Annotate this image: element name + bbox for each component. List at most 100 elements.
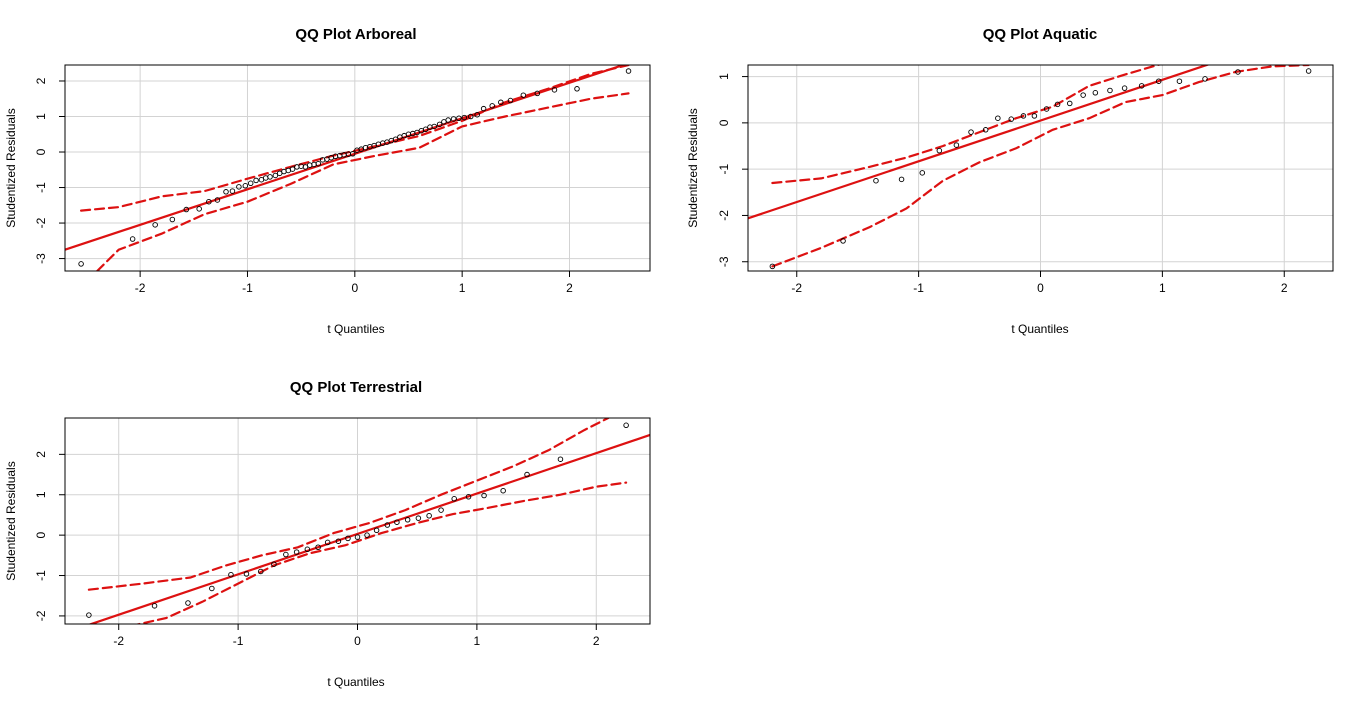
data-point xyxy=(415,515,422,521)
data-point xyxy=(151,603,158,609)
data-point xyxy=(461,114,468,121)
data-point xyxy=(1043,106,1050,112)
envelope-lower-line xyxy=(96,92,630,271)
data-point xyxy=(995,115,1001,121)
data-point xyxy=(1235,69,1241,75)
data-point xyxy=(500,487,506,494)
x-tick-label: 2 xyxy=(1281,281,1288,295)
envelope-upper-line xyxy=(87,418,610,591)
chart-title: QQ Plot Terrestrial xyxy=(290,379,422,396)
data-point xyxy=(345,535,351,542)
data-point xyxy=(311,161,317,168)
data-point xyxy=(354,534,361,540)
y-tick-label: -3 xyxy=(717,256,731,267)
x-tick-label: -1 xyxy=(242,281,253,295)
data-point xyxy=(426,512,432,519)
y-tick-label: 2 xyxy=(34,77,48,84)
data-point xyxy=(1020,113,1027,119)
x-tick-label: 0 xyxy=(351,281,358,295)
data-point xyxy=(373,527,380,534)
data-point xyxy=(445,117,451,123)
y-axis-label: Studentized Residuals xyxy=(4,461,18,580)
data-point xyxy=(769,263,776,270)
qq-panel-1: -2 -1 0 1 2 -3 -2 -1 0 1 2 QQ Plot Arboreal t Quanti… xyxy=(4,26,651,336)
data-point xyxy=(271,561,277,567)
data-point xyxy=(1080,92,1086,98)
plot-area xyxy=(86,418,650,624)
data-point xyxy=(228,571,234,578)
data-point xyxy=(936,147,943,154)
data-point xyxy=(898,176,905,183)
data-point xyxy=(467,113,474,120)
plot-frame xyxy=(64,64,651,272)
data-point xyxy=(267,174,273,180)
x-tick-label: 0 xyxy=(1037,281,1044,295)
reference-line xyxy=(748,65,1211,220)
data-point xyxy=(873,177,879,184)
data-point xyxy=(384,522,391,528)
data-point xyxy=(451,496,457,502)
data-point xyxy=(209,585,215,592)
x-tick-label: 1 xyxy=(459,281,466,295)
data-point xyxy=(364,532,370,538)
data-point xyxy=(1054,101,1061,108)
data-point xyxy=(1305,68,1312,74)
data-point xyxy=(480,105,487,112)
data-point xyxy=(551,87,558,93)
data-point xyxy=(394,519,400,525)
y-tick-label: -2 xyxy=(717,210,731,221)
y-tick-label: 2 xyxy=(34,451,48,458)
data-point xyxy=(185,600,191,606)
data-point xyxy=(306,162,313,168)
y-tick-label: 1 xyxy=(717,73,731,80)
y-tick-label: 0 xyxy=(34,148,48,155)
data-point xyxy=(283,551,289,558)
data-point xyxy=(456,115,462,122)
data-point xyxy=(498,99,504,106)
data-point xyxy=(229,188,236,194)
data-point xyxy=(534,90,541,97)
data-point xyxy=(436,121,443,128)
x-tick-label: -2 xyxy=(791,281,802,295)
data-point xyxy=(349,151,356,157)
qq-panel-2: -2 -1 0 1 2 -3 -2 -1 0 1 QQ Plot Aquatic t Quantile… xyxy=(686,26,1334,336)
data-point xyxy=(183,206,190,213)
chart-title: QQ Plot Aquatic xyxy=(983,26,1097,43)
x-tick-label: 0 xyxy=(354,634,361,648)
data-point xyxy=(169,216,176,223)
x-tick-label: -2 xyxy=(113,634,124,648)
data-point xyxy=(919,170,926,176)
envelope-lower-line xyxy=(134,481,628,624)
data-point xyxy=(253,177,259,184)
data-point xyxy=(315,160,322,167)
data-point xyxy=(1202,76,1208,82)
data-point xyxy=(324,539,331,546)
y-tick-label: 1 xyxy=(34,113,48,120)
y-tick-label: -2 xyxy=(34,217,48,228)
data-point xyxy=(247,180,254,187)
data-point xyxy=(236,184,242,190)
data-point xyxy=(625,68,632,74)
data-point xyxy=(465,494,472,500)
data-point xyxy=(1138,83,1145,89)
x-tick-label: -1 xyxy=(233,634,244,648)
data-point xyxy=(1155,78,1162,84)
envelope-upper-line xyxy=(771,65,1162,185)
data-point xyxy=(1031,113,1038,119)
data-point xyxy=(243,571,250,577)
data-point xyxy=(214,197,221,203)
data-point xyxy=(968,129,974,135)
y-axis-label: Studentized Residuals xyxy=(4,108,18,227)
reference-line xyxy=(87,433,650,624)
data-point xyxy=(289,166,296,172)
y-tick-label: -1 xyxy=(34,182,48,193)
data-point xyxy=(953,142,960,148)
data-point xyxy=(223,189,229,195)
x-tick-label: -2 xyxy=(135,281,146,295)
data-point xyxy=(258,568,264,575)
y-tick-label: 1 xyxy=(34,491,48,498)
data-point xyxy=(315,544,321,551)
data-point xyxy=(557,456,564,462)
x-axis-label: t Quantiles xyxy=(327,675,384,689)
data-point xyxy=(574,86,580,92)
